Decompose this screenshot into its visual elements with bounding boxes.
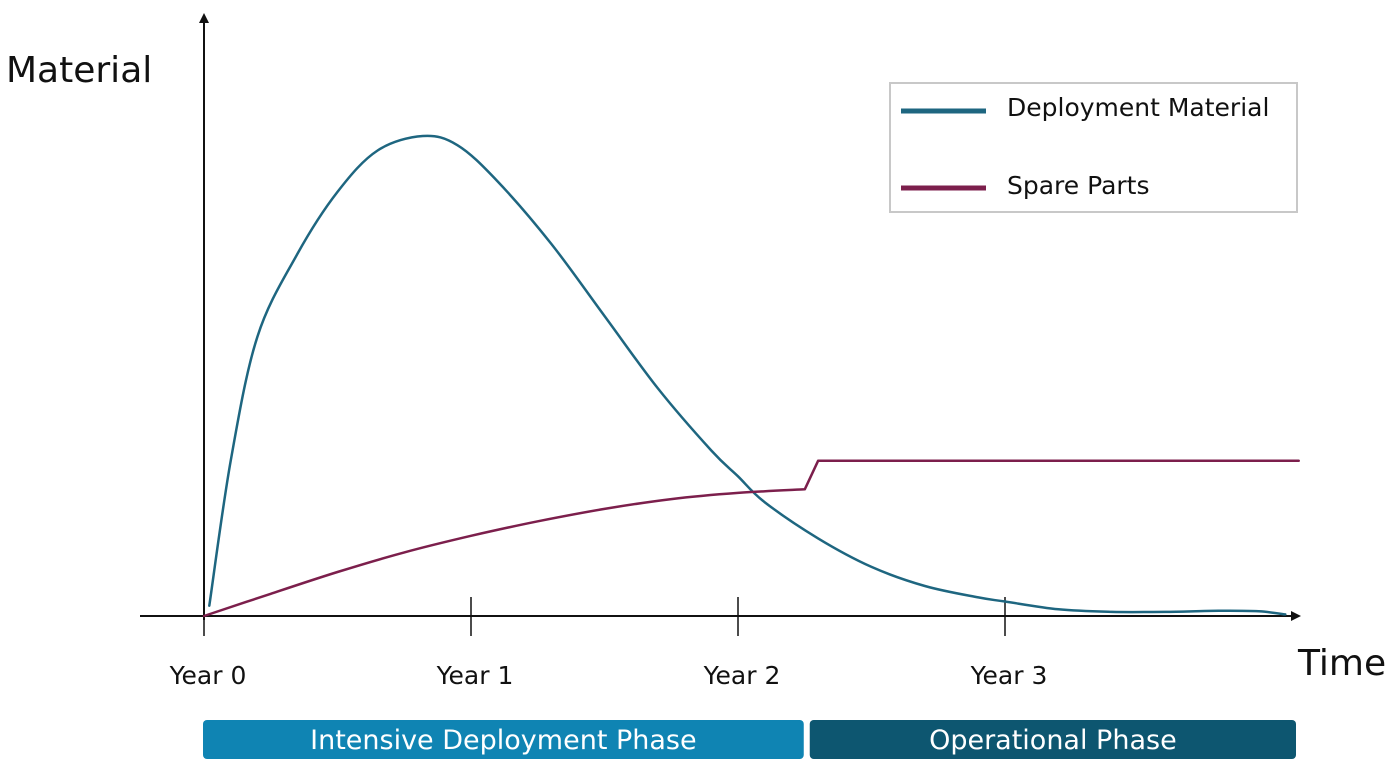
y-axis-title: Material (6, 50, 152, 91)
x-tick-label-1: Year 1 (436, 661, 514, 690)
legend-label-spare-parts: Spare Parts (1007, 171, 1150, 200)
x-axis-ticks: Year 0 Year 1 Year 2 Year 3 (169, 597, 1048, 690)
phase-label-0: Intensive Deployment Phase (310, 725, 696, 756)
phase-segment-0 (203, 720, 804, 759)
x-tick-label-3: Year 3 (970, 661, 1048, 690)
legend: Deployment Material Spare Parts (889, 82, 1298, 213)
series-line-spare-parts (202, 459, 1300, 618)
x-tick-label-0: Year 0 (169, 661, 247, 690)
series-layer (202, 134, 1300, 618)
series-line-deployment-material (208, 134, 1287, 616)
x-axis-title: Time (1297, 643, 1386, 684)
phase-label-1: Operational Phase (929, 725, 1177, 756)
x-tick-label-2: Year 2 (703, 661, 781, 690)
legend-label-deployment-material: Deployment Material (1007, 93, 1269, 122)
phase-segment-1 (809, 720, 1296, 759)
phase-bar: Intensive Deployment Phase Operational Ph… (203, 720, 1296, 759)
